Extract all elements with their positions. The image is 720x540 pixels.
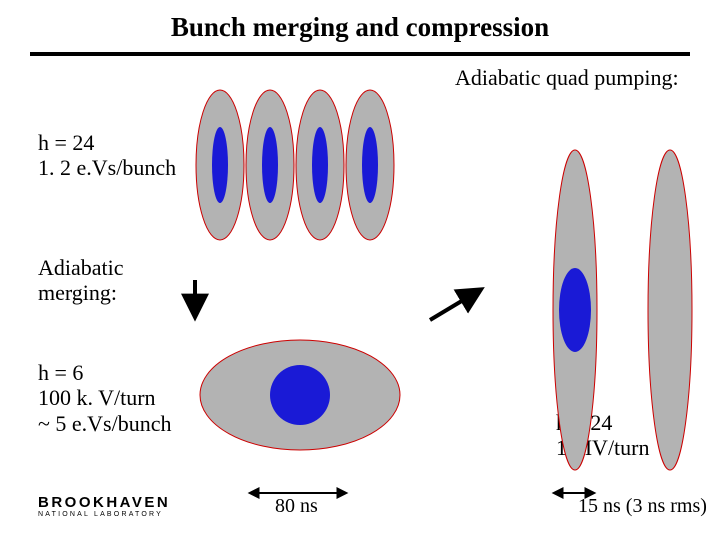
logo-bottom: NATIONAL LABORATORY: [38, 511, 170, 518]
label-80ns: 80 ns: [275, 495, 318, 518]
label-15ns: 15 ns (3 ns rms): [578, 495, 707, 518]
brookhaven-logo: BROOKHAVEN NATIONAL LABORATORY: [38, 495, 170, 518]
logo-top: BROOKHAVEN: [38, 495, 170, 510]
diagram-canvas: [0, 0, 720, 540]
